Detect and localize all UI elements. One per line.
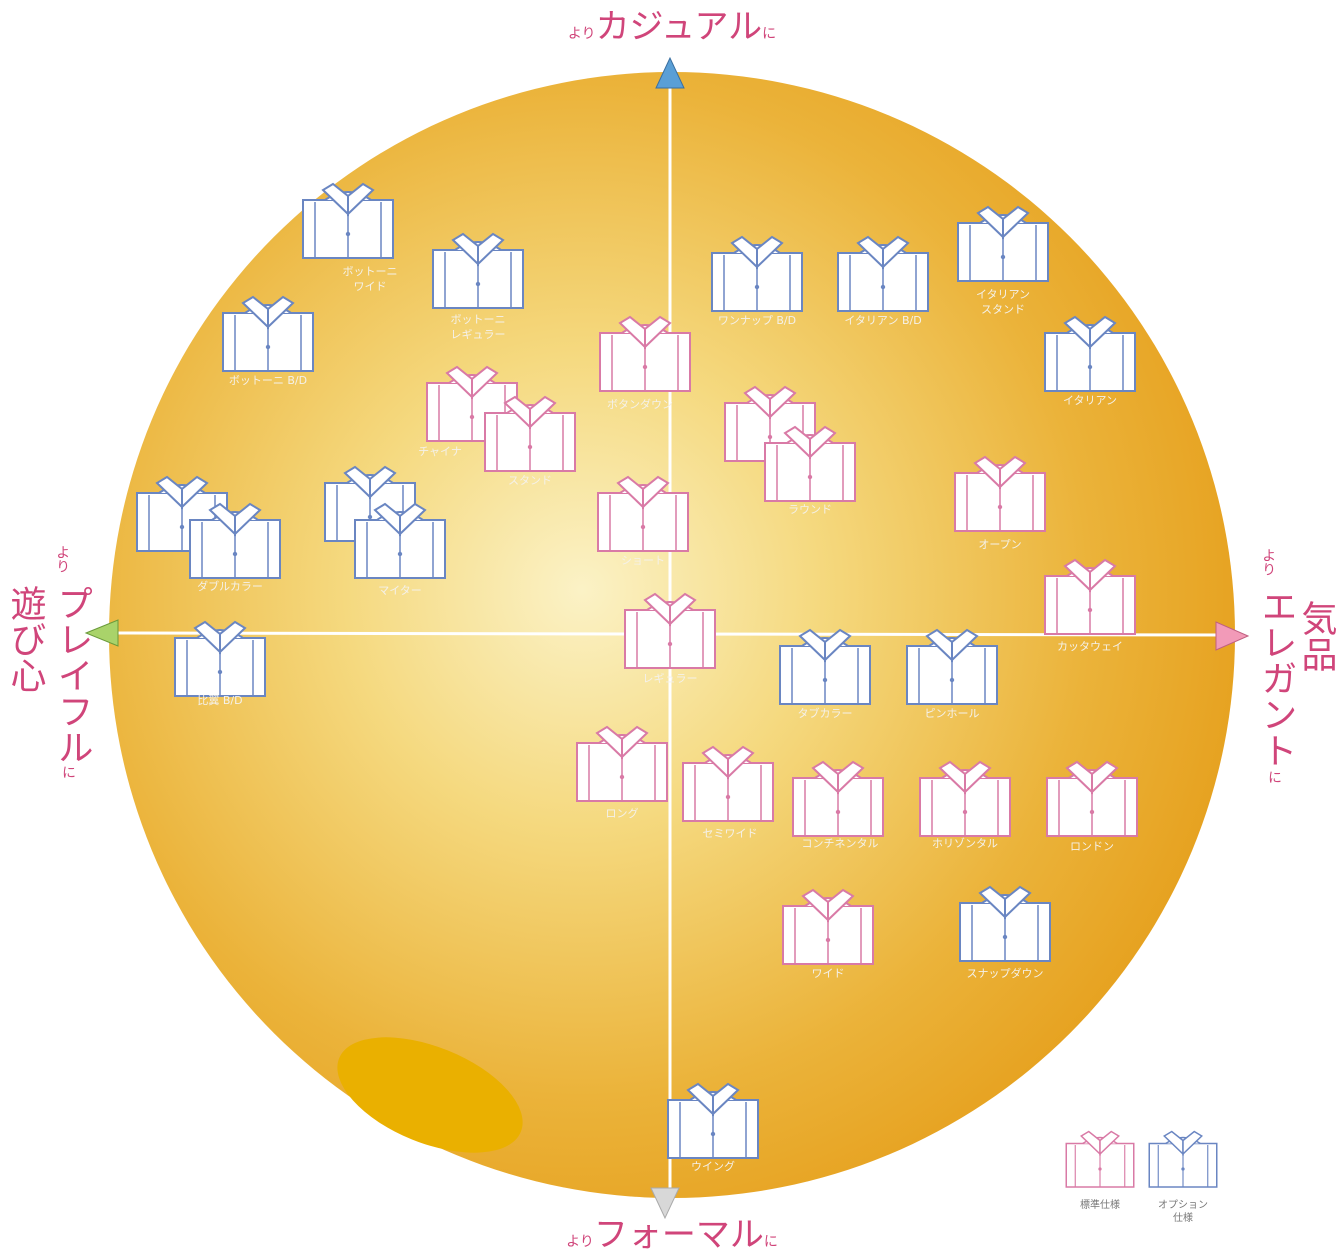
axis-sub: 気品 — [1296, 600, 1337, 672]
node-label: コンチネンタル — [802, 837, 879, 850]
button — [470, 415, 474, 419]
node-label: ワイド — [812, 967, 845, 980]
node-label: セミワイド — [703, 827, 758, 840]
node-label: スナップダウン — [967, 966, 1044, 980]
node-label: オープン — [978, 538, 1021, 551]
node-label: ボットーニ — [451, 313, 506, 326]
node-label: レギュラー — [643, 672, 698, 685]
button — [368, 515, 372, 519]
node-label: ホリゾンタル — [932, 837, 998, 850]
node-label: ワンナップ B/D — [718, 314, 796, 327]
button — [881, 285, 885, 289]
axis-prefix: より — [568, 26, 596, 42]
node-label: イタリアン B/D — [844, 314, 921, 327]
button — [836, 810, 840, 814]
axis-suffix: に — [764, 1234, 778, 1250]
shirt-icon — [1066, 1132, 1134, 1188]
axis-suffix: に — [60, 765, 76, 779]
node-label: ロング — [606, 806, 639, 820]
button — [218, 670, 222, 674]
axis-main: カジュアル — [596, 7, 763, 47]
button — [620, 775, 624, 779]
button — [1001, 255, 1005, 259]
button — [643, 365, 647, 369]
node-label: ロンドン — [1070, 840, 1114, 853]
node-label: ボットーニ — [343, 265, 398, 278]
button — [1090, 810, 1094, 814]
button — [668, 642, 672, 646]
button — [963, 810, 967, 814]
button — [233, 552, 237, 556]
button — [1088, 365, 1092, 369]
legend-label: 仕様 — [1173, 1211, 1193, 1224]
button — [998, 505, 1002, 509]
node-label: ダブルカラー — [197, 579, 263, 593]
node-label: ラウンド — [788, 503, 832, 516]
node-label: イタリアン — [976, 288, 1030, 301]
node-label: イタリアン — [1063, 394, 1117, 407]
button — [180, 525, 184, 529]
axis-prefix: より — [566, 1234, 594, 1250]
node-label: チャイナ — [418, 445, 462, 458]
button — [823, 678, 827, 682]
axis-suffix: に — [762, 26, 776, 42]
button — [826, 938, 830, 942]
node-label: カッタウェイ — [1057, 640, 1123, 653]
axis-suffix: に — [1266, 770, 1282, 784]
axis-main: プレイフル — [52, 585, 93, 765]
axis-prefix: より — [1260, 548, 1276, 576]
positioning-map: よりカジュアルに よりフォーマルに より プレイフル に 遊び心 より エレガン… — [0, 0, 1343, 1258]
button — [528, 445, 532, 449]
button — [266, 345, 270, 349]
button — [768, 435, 772, 439]
axis-top: よりカジュアルに — [568, 7, 776, 47]
shirt-icon — [1149, 1132, 1217, 1188]
node-label: ワイド — [354, 280, 387, 293]
button — [476, 282, 480, 286]
node-label: レギュラー — [451, 328, 506, 341]
button — [346, 232, 350, 236]
button — [1088, 608, 1092, 612]
node-label: スタンド — [508, 474, 552, 487]
axis-bottom: よりフォーマルに — [566, 1215, 778, 1255]
node-label: スタンド — [981, 303, 1025, 316]
axis-main: エレガント — [1256, 588, 1297, 768]
button — [1181, 1167, 1184, 1170]
button — [398, 552, 402, 556]
node-label: ウイング — [691, 1159, 735, 1173]
button — [711, 1132, 715, 1136]
node-label: ボットーニ B/D — [229, 374, 307, 387]
button — [950, 678, 954, 682]
legend-label: 標準仕様 — [1080, 1198, 1120, 1211]
button — [1003, 935, 1007, 939]
arrow-bottom — [651, 1188, 679, 1218]
button — [1098, 1167, 1101, 1170]
axis-sub: 遊び心 — [5, 585, 46, 693]
node-label: ショート — [621, 554, 665, 567]
node-label: ボタンダウン — [607, 397, 673, 411]
node-label: マイター — [378, 584, 422, 597]
legend-label: オプション — [1158, 1199, 1208, 1211]
node-label: タブカラー — [798, 706, 853, 720]
button — [726, 795, 730, 799]
node-label: ピンホール — [925, 707, 980, 720]
axis-prefix: より — [54, 545, 70, 573]
axis-main: フォーマル — [594, 1215, 764, 1255]
node-label: 比翼 B/D — [197, 694, 242, 707]
button — [641, 525, 645, 529]
button — [755, 285, 759, 289]
button — [808, 475, 812, 479]
